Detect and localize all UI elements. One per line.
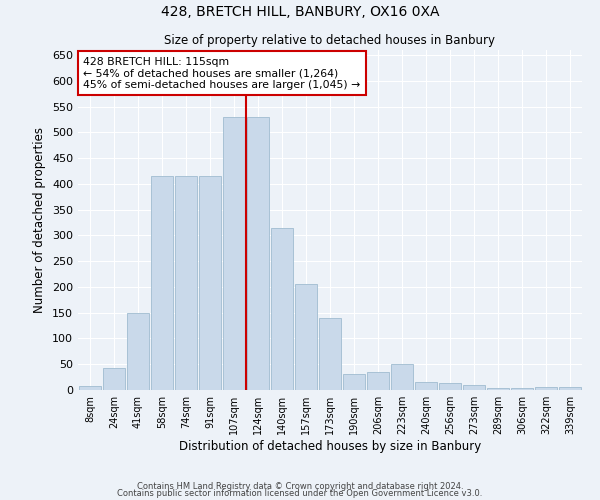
Bar (415, 382, 437, 390)
Bar (223, 117, 245, 390)
Bar (199, 176, 221, 390)
Bar (535, 388, 557, 390)
Bar (175, 176, 197, 390)
Bar (487, 388, 509, 390)
Text: Contains HM Land Registry data © Crown copyright and database right 2024.: Contains HM Land Registry data © Crown c… (137, 482, 463, 491)
Bar (511, 388, 533, 390)
Text: 428 BRETCH HILL: 115sqm
← 54% of detached houses are smaller (1,264)
45% of semi: 428 BRETCH HILL: 115sqm ← 54% of detache… (83, 57, 360, 90)
Bar (295, 284, 317, 390)
Text: 428, BRETCH HILL, BANBURY, OX16 0XA: 428, BRETCH HILL, BANBURY, OX16 0XA (161, 5, 439, 19)
Bar (127, 312, 149, 390)
Bar (271, 228, 293, 390)
Bar (79, 386, 101, 390)
Title: Size of property relative to detached houses in Banbury: Size of property relative to detached ho… (164, 34, 496, 48)
Bar (103, 368, 125, 390)
Bar (151, 176, 173, 390)
Bar (319, 318, 341, 390)
Bar (247, 117, 269, 390)
Bar (367, 372, 389, 390)
X-axis label: Distribution of detached houses by size in Banbury: Distribution of detached houses by size … (179, 440, 481, 453)
Bar (343, 374, 365, 390)
Bar (391, 364, 413, 390)
Bar (463, 385, 485, 390)
Text: Contains public sector information licensed under the Open Government Licence v3: Contains public sector information licen… (118, 488, 482, 498)
Bar (439, 384, 461, 390)
Bar (559, 388, 581, 390)
Y-axis label: Number of detached properties: Number of detached properties (34, 127, 46, 313)
